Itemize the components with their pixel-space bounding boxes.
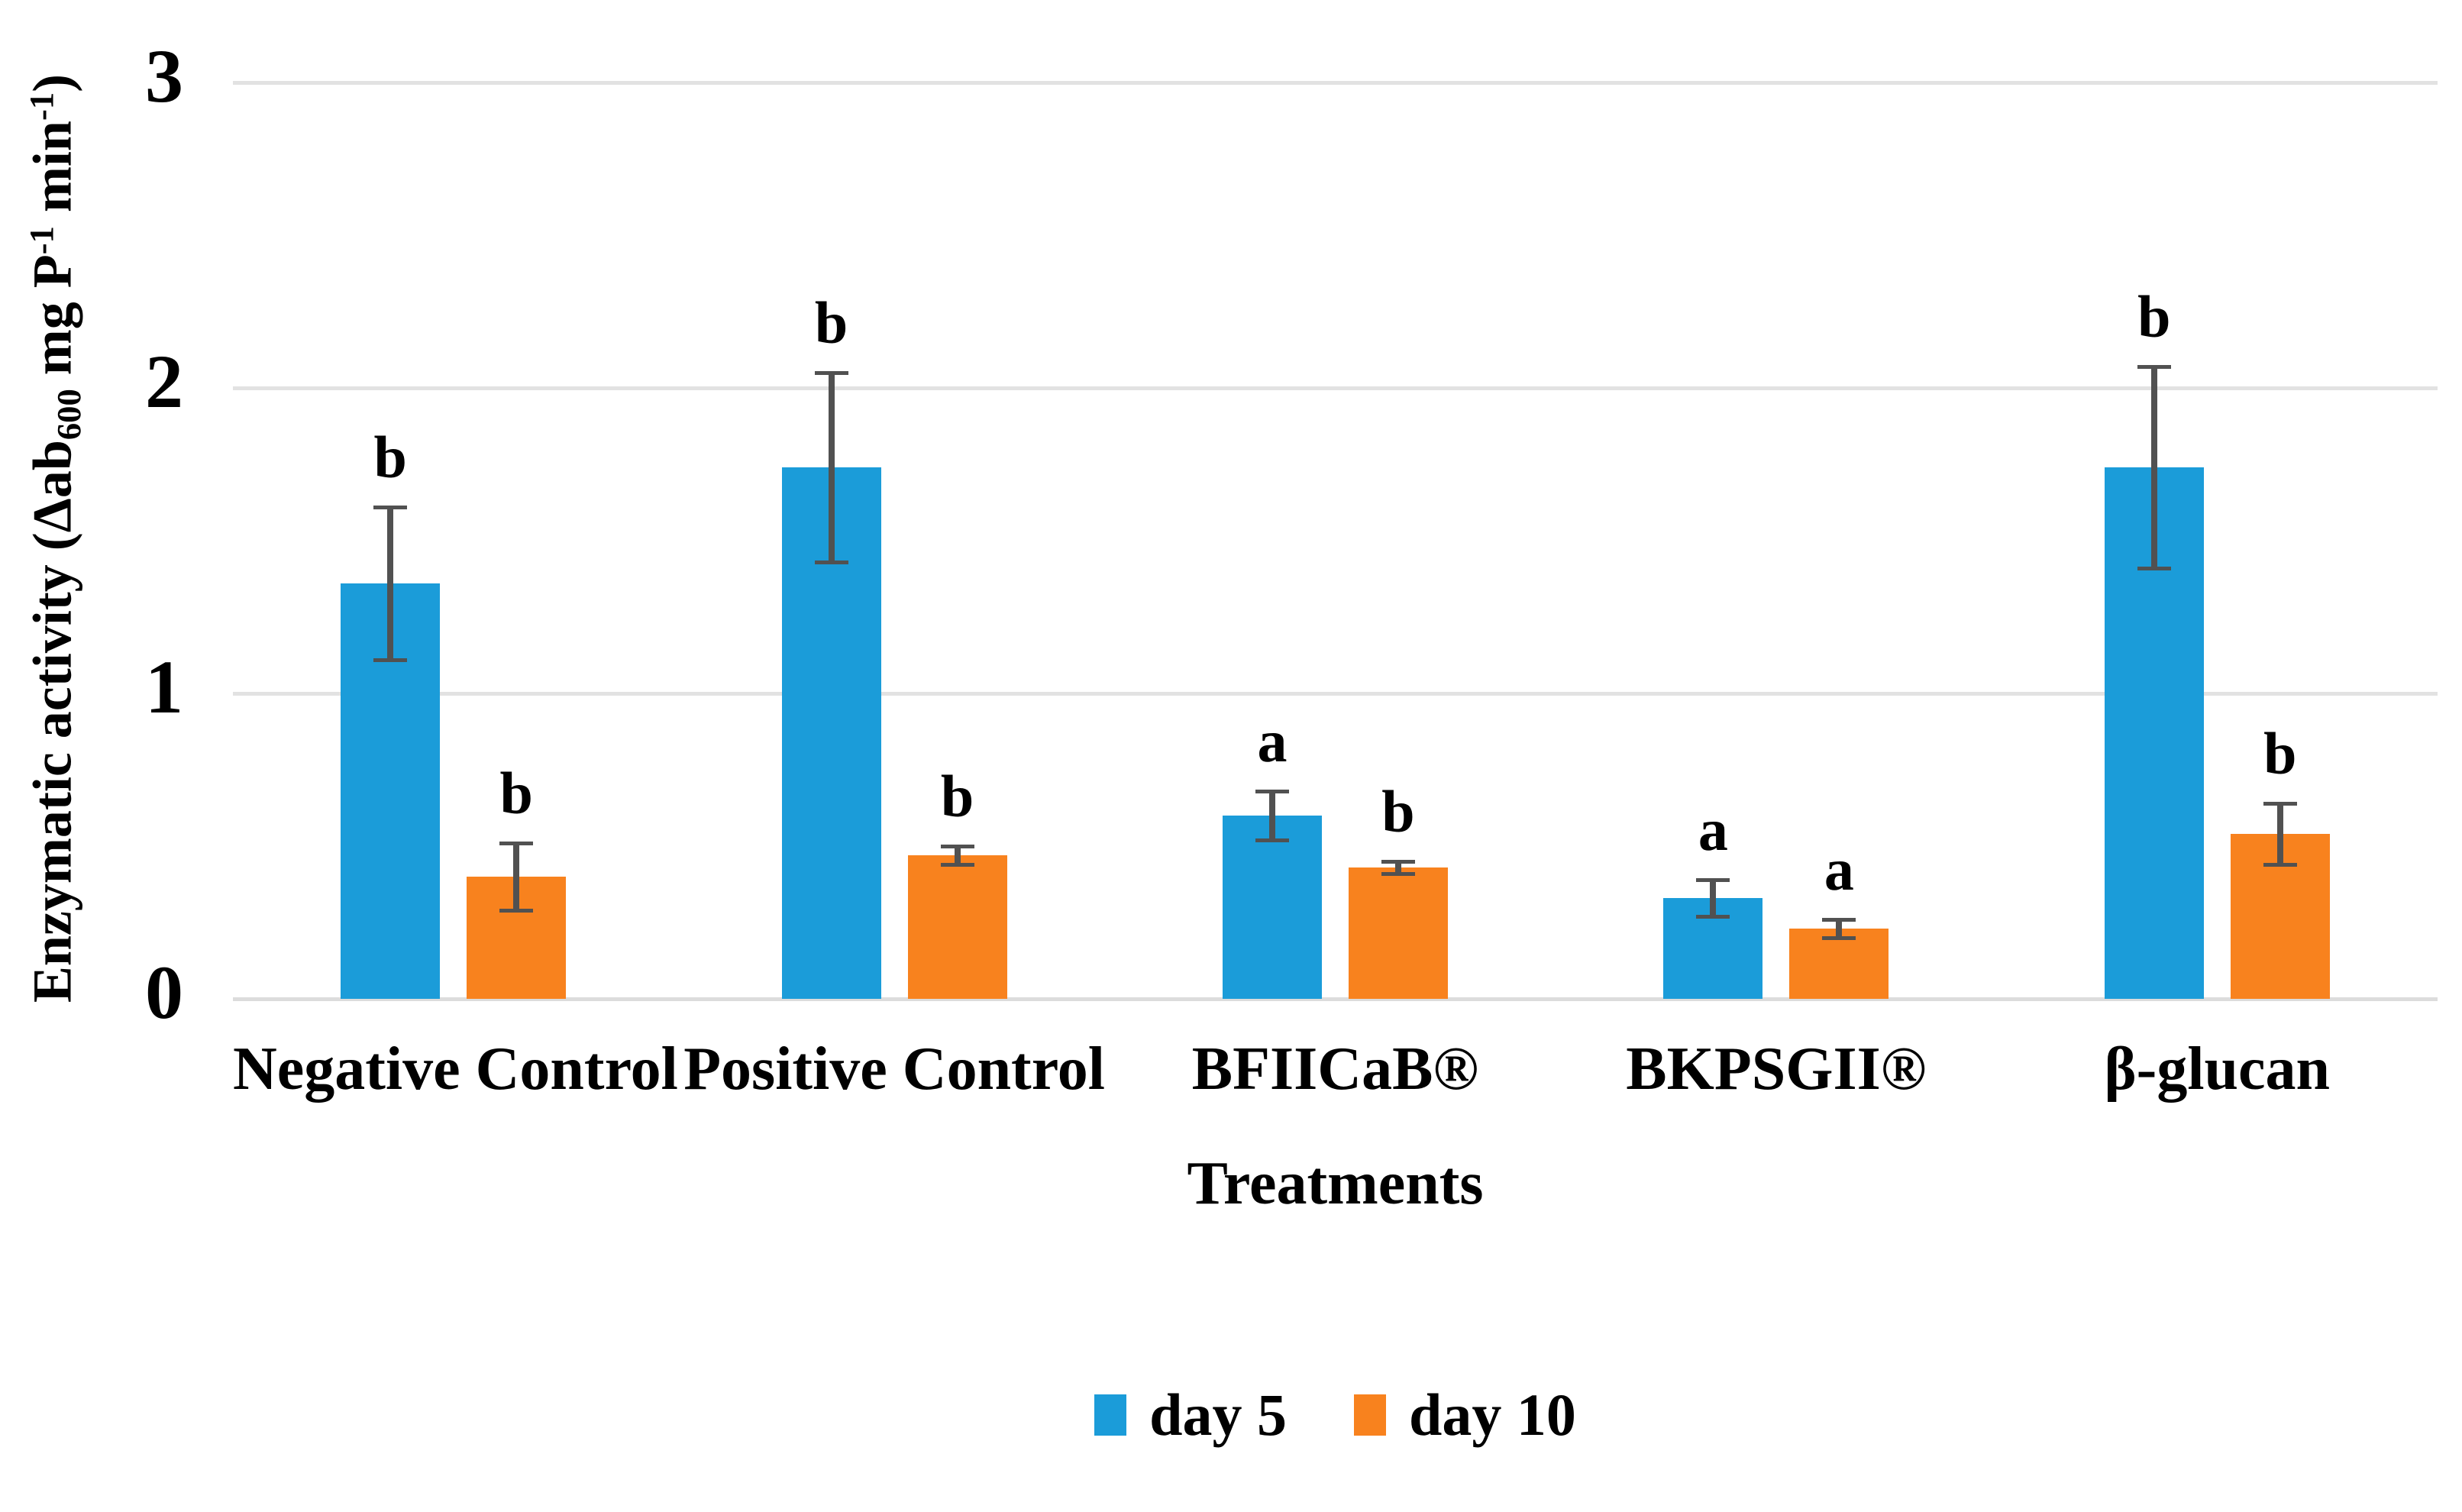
bar-day-10 [1349,867,1448,999]
y-tick-label: 0 [145,950,183,1035]
error-bar-line [1395,861,1401,874]
x-category-label: BFIICaB® [1191,1035,1479,1103]
legend-swatch [1094,1394,1127,1436]
error-bar-cap [1381,859,1415,864]
error-bar-cap [373,657,408,662]
x-category-label: β-glucan [2104,1035,2331,1103]
y-tick-label: 2 [145,339,183,424]
legend-item: day 10 [1354,1377,1576,1453]
x-category-label: BKPSGII® [1626,1035,1927,1103]
error-bar-cap [940,862,974,867]
significance-letter: b [499,760,533,826]
legend: day 5 day 10 [233,1373,2438,1457]
legend-label: day 5 [1149,1381,1287,1448]
bar-day-10 [1789,929,1889,999]
legend-label: day 10 [1409,1381,1576,1448]
error-bar-cap [2263,801,2297,806]
bar-day-10 [907,855,1007,999]
y-tick-label: 1 [145,645,183,729]
error-bar-line [1710,880,1717,916]
error-bar-cap [2263,862,2297,867]
x-axis-title: Treatments [1187,1150,1484,1217]
error-bar-cap [499,841,534,845]
error-bar-cap [1822,935,1856,940]
error-bar-line [828,373,835,562]
error-bar-cap [2137,364,2171,369]
error-bar-cap [2137,566,2171,570]
significance-letter: b [814,289,848,356]
x-category-label: Positive Control [683,1035,1105,1103]
significance-letter: a [1257,708,1288,774]
significance-letter: a [1824,836,1854,903]
error-bar-line [513,843,520,910]
error-bar-cap [373,505,408,509]
error-bar-cap [814,370,848,375]
significance-letter: b [940,763,974,829]
legend-item: day 5 [1094,1377,1287,1453]
gridline [233,692,2438,696]
bar-day-5 [1223,816,1322,999]
error-bar-cap [1255,789,1289,793]
error-bar-cap [1822,917,1856,922]
significance-letter: b [373,424,407,490]
error-bar-line [2150,367,2157,568]
error-bar-cap [1381,871,1415,876]
significance-letter: b [1381,778,1415,845]
legend-swatch [1354,1394,1386,1436]
significance-letter: a [1698,796,1728,863]
significance-letter: b [2137,283,2171,350]
error-bar-cap [1696,877,1730,882]
error-bar-cap [814,560,848,564]
error-bar-cap [940,844,974,848]
error-bar-line [387,507,394,660]
x-axis-line [233,997,2438,1001]
significance-letter: b [2263,720,2297,787]
error-bar-cap [1696,914,1730,919]
error-bar-line [954,846,961,864]
error-bar-cap [1255,838,1289,842]
error-bar-line [1269,791,1275,840]
gridline [233,386,2438,390]
x-category-label: Negative Control [233,1035,678,1103]
error-bar-cap [499,908,534,913]
y-tick-label: 3 [145,34,183,118]
error-bar-line [2276,803,2283,864]
gridline [233,81,2438,85]
error-bar-line [1836,919,1843,938]
